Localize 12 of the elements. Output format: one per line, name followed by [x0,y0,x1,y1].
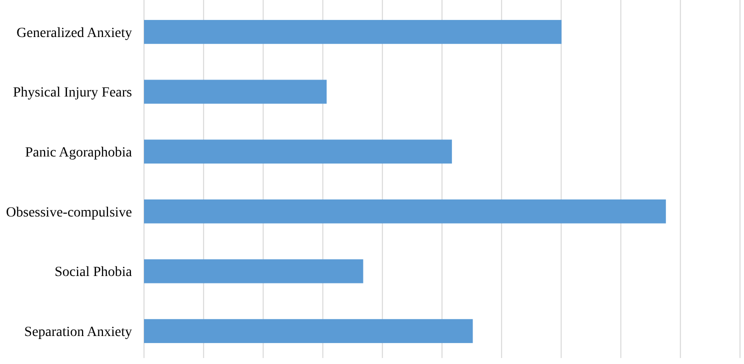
y-tick-label: Physical Injury Fears [13,86,132,101]
y-tick-label: Obsessive-compulsive [6,205,132,220]
bar [144,140,452,164]
bar [144,80,327,104]
y-tick-label: Panic Agoraphobia [25,145,133,160]
bar [144,199,666,224]
bar [144,259,364,284]
y-tick-label: Separation Anxiety [24,324,132,340]
bar [144,20,562,44]
y-tick-label: Generalized Anxiety [16,26,132,41]
y-tick-label: Social Phobia [54,265,133,280]
bar [144,319,473,344]
